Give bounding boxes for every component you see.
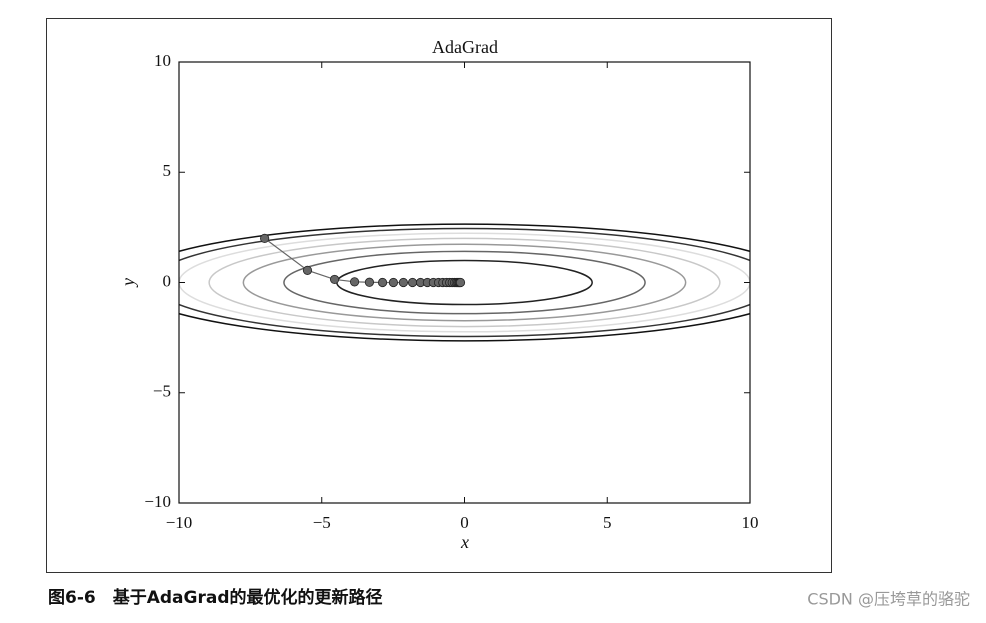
path-point bbox=[329, 274, 340, 285]
x-tick-label: 10 bbox=[742, 513, 759, 532]
y-tick-label: −5 bbox=[153, 382, 171, 401]
y-tick-label: 5 bbox=[163, 161, 172, 180]
path-point bbox=[377, 277, 388, 288]
path-point bbox=[388, 277, 399, 288]
caption: 图6-6 基于AdaGrad的最优化的更新路径 bbox=[48, 587, 383, 608]
contour bbox=[242, 243, 687, 322]
contour bbox=[179, 227, 750, 338]
contour bbox=[283, 250, 646, 315]
contour bbox=[179, 232, 750, 333]
y-axis-label: y bbox=[118, 278, 138, 288]
figure-frame bbox=[46, 18, 832, 573]
x-tick-label: −5 bbox=[313, 513, 331, 532]
chart-title: AdaGrad bbox=[432, 37, 498, 57]
contour bbox=[179, 223, 750, 342]
watermark: CSDN @压垮草的骆驼 bbox=[807, 590, 970, 609]
path-point bbox=[260, 233, 270, 243]
x-tick-label: −10 bbox=[166, 513, 193, 532]
y-tick-label: 10 bbox=[154, 51, 171, 70]
y-tick-label: 0 bbox=[163, 271, 172, 290]
path-point bbox=[349, 277, 360, 287]
x-axis-label: x bbox=[460, 532, 469, 552]
path-point bbox=[455, 277, 466, 288]
x-tick-label: 5 bbox=[603, 513, 612, 532]
contours bbox=[179, 223, 750, 342]
contour bbox=[208, 237, 721, 328]
y-tick-label: −10 bbox=[144, 492, 171, 511]
path-point bbox=[398, 277, 409, 288]
path-point bbox=[364, 277, 375, 287]
x-tick-label: 0 bbox=[460, 513, 469, 532]
path-point bbox=[302, 265, 313, 275]
path-point bbox=[407, 277, 418, 288]
